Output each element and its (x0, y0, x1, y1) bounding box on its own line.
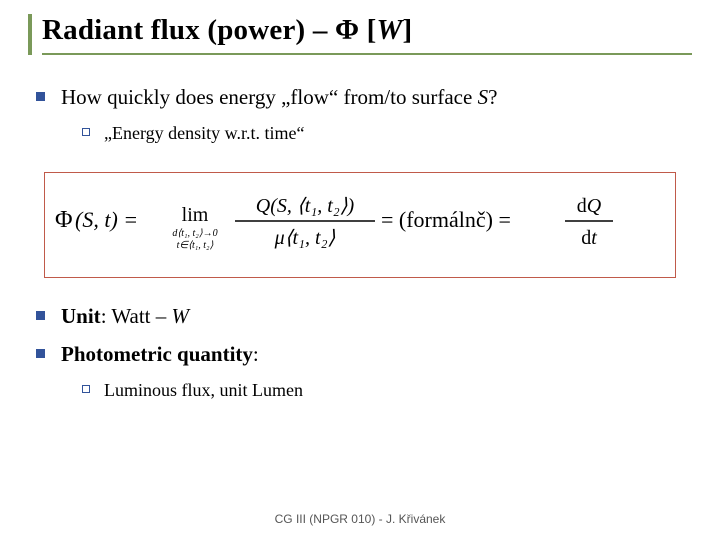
f-frac-top: Q(S, ⟨t₁, t₂⟩) (256, 195, 355, 217)
f-lim-sub2: t∈⟨t₁, t₂⟩ (177, 240, 214, 251)
bullet-2-text: Unit: Watt – W (61, 302, 189, 330)
formula-svg: Φ (S, t) = lim d⟨t₁, t₂⟩→0 t∈⟨t₁, t₂⟩ Q(… (55, 187, 645, 257)
bullet-1: How quickly does energy „flow“ from/to s… (36, 83, 684, 111)
subbullet-marker-icon (82, 128, 90, 136)
f-frac-bot: μ⟨t₁, t₂⟩ (274, 227, 336, 249)
slide-footer: CG III (NPGR 010) - J. Křivánek (0, 512, 720, 526)
bullet-3-text: Photometric quantity: (61, 340, 259, 368)
b1-post: ? (488, 85, 497, 109)
title-text-post: ] (403, 14, 413, 46)
bullet-1-sub: „Energy density w.r.t. time“ (82, 121, 684, 145)
f-rhs-bot: dt (581, 227, 597, 249)
title-text-pre: Radiant flux (power) – Φ [ (42, 14, 377, 46)
f-rhs-top: dQ (577, 195, 602, 217)
b2-ital: W (172, 304, 190, 328)
b3-rest: : (253, 342, 259, 366)
bullet-3-sub-text: Luminous flux, unit Lumen (104, 378, 303, 402)
bullet-marker-icon (36, 311, 45, 320)
bullet-1-text: How quickly does energy „flow“ from/to s… (61, 83, 497, 111)
slide: Radiant flux (power) – Φ [W] How quickly… (0, 0, 720, 540)
subbullet-marker-icon (82, 385, 90, 393)
f-lim-sub1: d⟨t₁, t₂⟩→0 (172, 228, 217, 239)
b2-bold: Unit (61, 304, 101, 328)
f-lhs-args: (S, t) = (75, 207, 138, 232)
b3-bold: Photometric quantity (61, 342, 253, 366)
bullet-3: Photometric quantity: (36, 340, 684, 368)
content-area: How quickly does energy „flow“ from/to s… (28, 55, 692, 403)
slide-title: Radiant flux (power) – Φ [W] (42, 14, 692, 55)
b1-pre: How quickly does energy „flow“ from/to s… (61, 85, 478, 109)
bullet-marker-icon (36, 349, 45, 358)
f-lim: lim (182, 204, 209, 226)
bullet-3-sub: Luminous flux, unit Lumen (82, 378, 684, 402)
bullet-marker-icon (36, 92, 45, 101)
f-phi: Φ (55, 207, 73, 233)
b1-ital: S (478, 85, 489, 109)
title-accent: Radiant flux (power) – Φ [W] (28, 14, 692, 55)
formula-box: Φ (S, t) = lim d⟨t₁, t₂⟩→0 t∈⟨t₁, t₂⟩ Q(… (44, 172, 676, 278)
b2-rest: : Watt – (101, 304, 172, 328)
f-mid: = (formálnč) = (381, 207, 511, 232)
title-text-ital: W (377, 14, 403, 46)
bullet-1-sub-text: „Energy density w.r.t. time“ (104, 121, 304, 145)
bullet-2: Unit: Watt – W (36, 302, 684, 330)
